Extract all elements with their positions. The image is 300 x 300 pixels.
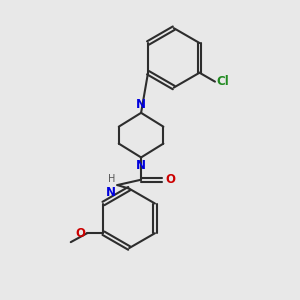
Text: N: N	[136, 159, 146, 172]
Text: Cl: Cl	[216, 75, 229, 88]
Text: O: O	[166, 173, 176, 186]
Text: N: N	[106, 186, 116, 199]
Text: O: O	[76, 227, 85, 240]
Text: N: N	[136, 98, 146, 111]
Text: H: H	[108, 175, 116, 184]
